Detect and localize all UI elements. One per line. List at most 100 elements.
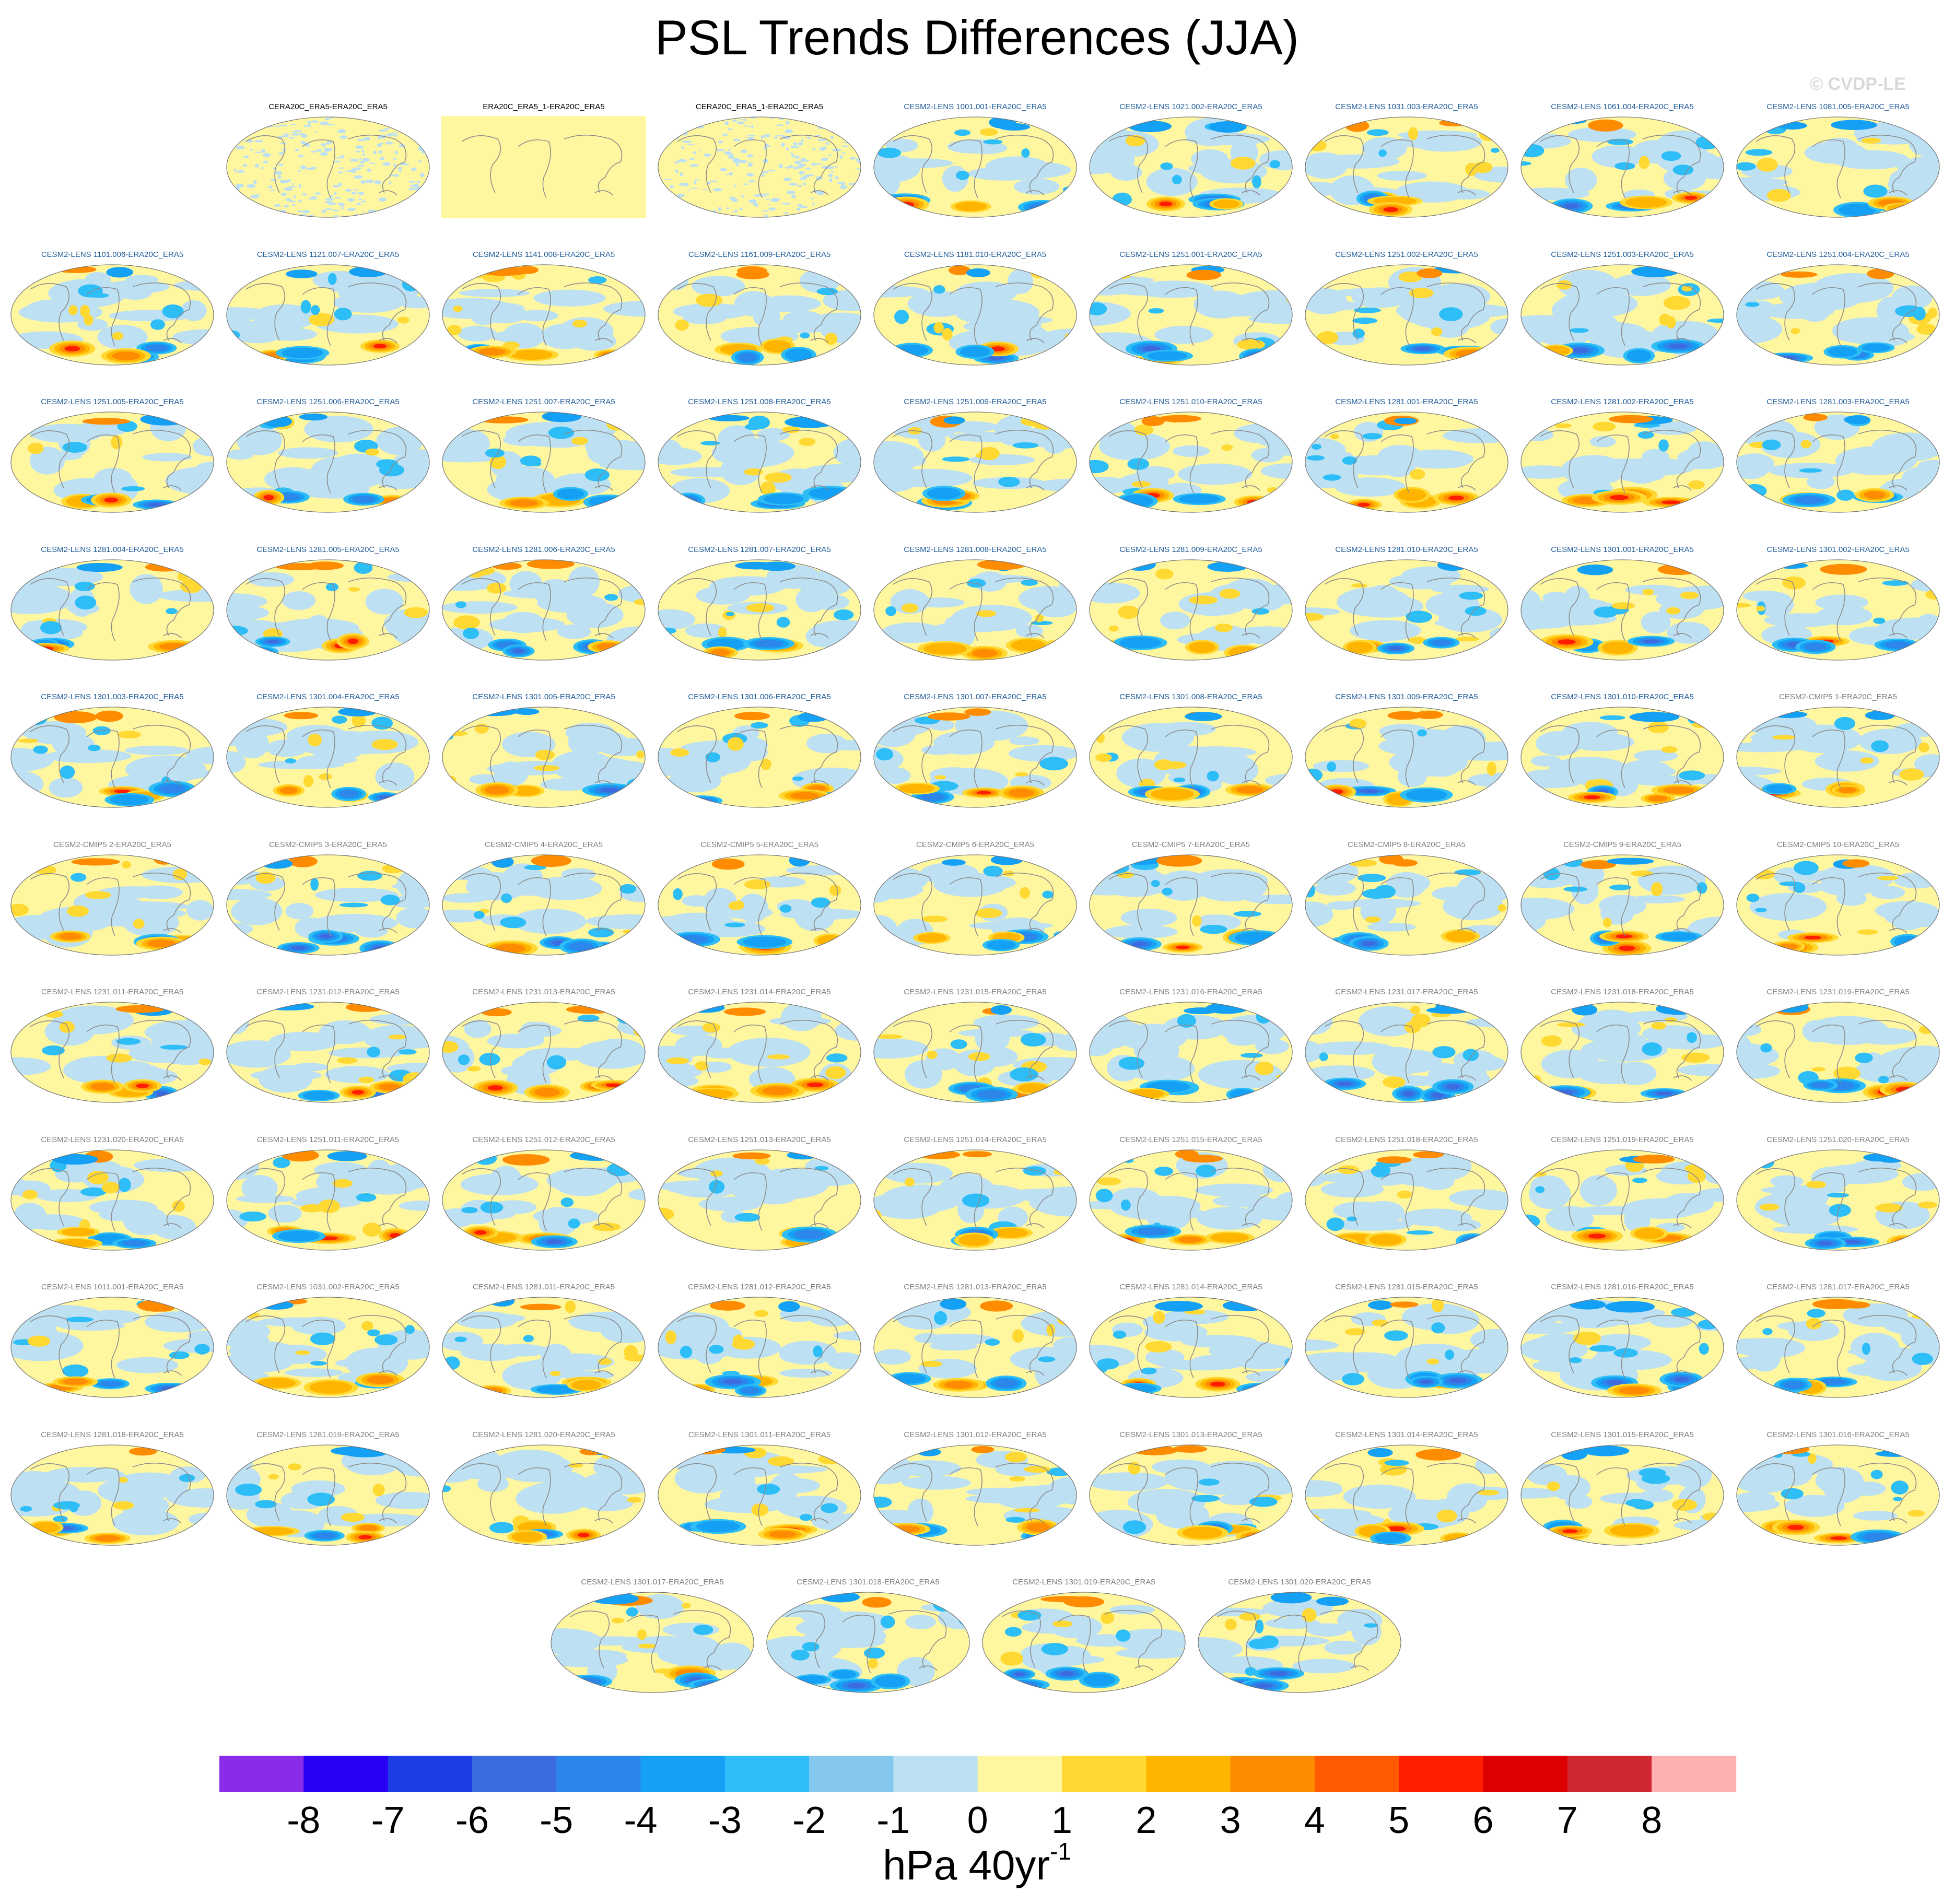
panel-title: CESM2-LENS 1121.007-ERA20C_ERA5 — [256, 250, 400, 259]
panel-title: CESM2-LENS 1251.011-ERA20C_ERA5 — [256, 1135, 400, 1144]
panel-title: CESM2-LENS 1251.009-ERA20C_ERA5 — [904, 397, 1047, 406]
map-panel-8 — [1736, 116, 1940, 218]
map-panel-15 — [1305, 264, 1508, 366]
map-field — [10, 1297, 214, 1398]
map-field — [226, 854, 430, 955]
panel-title: CESM2-LENS 1281.012-ERA20C_ERA5 — [688, 1283, 831, 1291]
map-panel-64 — [226, 1149, 430, 1251]
map-field — [10, 854, 214, 955]
panel-title: CESM2-LENS 1251.004-ERA20C_ERA5 — [1766, 250, 1910, 259]
map-panel-37 — [226, 707, 430, 808]
map-field — [766, 1592, 970, 1693]
panel-title: CESM2-LENS 1251.010-ERA20C_ERA5 — [1119, 397, 1262, 406]
map-field — [10, 412, 214, 513]
map-field — [1089, 707, 1293, 808]
panel-title: CESM2-LENS 1281.001-ERA20C_ERA5 — [1335, 397, 1478, 406]
panel-title: CESM2-LENS 1231.017-ERA20C_ERA5 — [1335, 988, 1478, 996]
map-field — [1520, 559, 1724, 660]
map-panel-91 — [766, 1592, 970, 1693]
map-panel-5 — [1089, 116, 1293, 218]
map-field — [658, 854, 861, 955]
chart-title: PSL Trends Differences (JJA) — [655, 10, 1299, 65]
map-field — [873, 1149, 1077, 1250]
map-panel-86 — [1089, 1444, 1293, 1546]
panel-title: CESM2-LENS 1281.006-ERA20C_ERA5 — [472, 545, 615, 554]
map-panel-30 — [658, 559, 861, 661]
map-field — [873, 1444, 1077, 1545]
panel-title: CESM2-LENS 1301.013-ERA20C_ERA5 — [1119, 1430, 1262, 1439]
map-panel-81 — [10, 1444, 214, 1546]
map-panel-79 — [1520, 1297, 1724, 1398]
map-panel-29 — [442, 559, 646, 661]
map-panel-70 — [1520, 1149, 1724, 1251]
map-panel-49 — [873, 854, 1077, 956]
panel-title: CESM2-LENS 1281.003-ERA20C_ERA5 — [1766, 397, 1910, 406]
map-field — [982, 1592, 1186, 1693]
panel-title: CESM2-LENS 1301.003-ERA20C_ERA5 — [41, 692, 184, 701]
map-field — [1736, 707, 1940, 808]
map-field — [658, 116, 861, 218]
map-panel-60 — [1305, 1002, 1508, 1103]
panel-title: CESM2-LENS 1301.012-ERA20C_ERA5 — [904, 1430, 1047, 1439]
panel-title: CESM2-CMIP5 9-ERA20C_ERA5 — [1563, 840, 1681, 849]
map-panel-43 — [1520, 707, 1724, 808]
map-panel-21 — [658, 412, 861, 513]
panel-title: CESM2-LENS 1251.012-ERA20C_ERA5 — [472, 1135, 615, 1144]
map-field — [1520, 1149, 1724, 1250]
map-field — [1305, 1002, 1508, 1103]
panel-title: CESM2-LENS 1251.001-ERA20C_ERA5 — [1119, 250, 1262, 259]
units-superscript: -1 — [1050, 1838, 1072, 1865]
panel-title: CESM2-LENS 1251.005-ERA20C_ERA5 — [41, 397, 184, 406]
map-field — [226, 1444, 430, 1545]
panel-title: CESM2-LENS 1281.018-ERA20C_ERA5 — [41, 1430, 184, 1439]
panel-title: CESM2-LENS 1281.009-ERA20C_ERA5 — [1119, 545, 1262, 554]
map-field — [1736, 1002, 1940, 1103]
map-panel-63 — [10, 1149, 214, 1251]
map-field — [658, 707, 861, 808]
map-panel-25 — [1520, 412, 1724, 513]
map-field — [873, 264, 1077, 365]
panel-title: CESM2-LENS 1161.009-ERA20C_ERA5 — [688, 250, 831, 259]
map-panel-50 — [1089, 854, 1293, 956]
map-field — [873, 559, 1077, 660]
map-panel-56 — [442, 1002, 646, 1103]
panel-title: CERA20C_ERA5_1-ERA20C_ERA5 — [695, 102, 824, 111]
map-panel-67 — [873, 1149, 1077, 1251]
panel-title: CESM2-LENS 1301.004-ERA20C_ERA5 — [256, 692, 400, 701]
map-field — [1736, 559, 1940, 660]
panel-title: CESM2-LENS 1301.002-ERA20C_ERA5 — [1766, 545, 1910, 554]
map-panel-59 — [1089, 1002, 1293, 1103]
panel-title: CESM2-LENS 1141.008-ERA20C_ERA5 — [472, 250, 615, 259]
panel-title: CESM2-LENS 1301.009-ERA20C_ERA5 — [1335, 692, 1478, 701]
panel-title: CESM2-LENS 1281.015-ERA20C_ERA5 — [1335, 1283, 1478, 1291]
map-panel-57 — [658, 1002, 861, 1103]
watermark: © CVDP-LE — [1810, 74, 1906, 94]
map-panel-75 — [658, 1297, 861, 1398]
map-field — [442, 1149, 646, 1250]
panel-title: CESM2-LENS 1251.015-ERA20C_ERA5 — [1119, 1135, 1262, 1144]
map-panel-80 — [1736, 1297, 1940, 1398]
panel-title: CESM2-CMIP5 5-ERA20C_ERA5 — [700, 840, 818, 849]
panel-title: CESM2-LENS 1281.016-ERA20C_ERA5 — [1551, 1283, 1694, 1291]
map-field — [1305, 707, 1508, 808]
map-panel-76 — [873, 1297, 1077, 1398]
map-field — [10, 264, 214, 365]
map-panel-74 — [442, 1297, 646, 1398]
map-panel-73 — [226, 1297, 430, 1398]
map-field — [873, 1002, 1077, 1103]
map-field — [873, 707, 1077, 808]
map-field — [226, 116, 430, 218]
panel-title: CESM2-LENS 1231.015-ERA20C_ERA5 — [904, 988, 1047, 996]
map-field — [873, 412, 1077, 513]
map-panel-52 — [1520, 854, 1724, 956]
panel-title: CESM2-CMIP5 8-ERA20C_ERA5 — [1348, 840, 1466, 849]
map-field — [1089, 559, 1293, 660]
map-panel-46 — [226, 854, 430, 956]
map-panel-72 — [10, 1297, 214, 1398]
panel-title: CESM2-LENS 1031.002-ERA20C_ERA5 — [256, 1283, 400, 1291]
map-panel-87 — [1305, 1444, 1508, 1546]
map-field — [658, 1297, 861, 1398]
panel-title: CESM2-LENS 1301.001-ERA20C_ERA5 — [1551, 545, 1694, 554]
map-field — [10, 1149, 214, 1250]
